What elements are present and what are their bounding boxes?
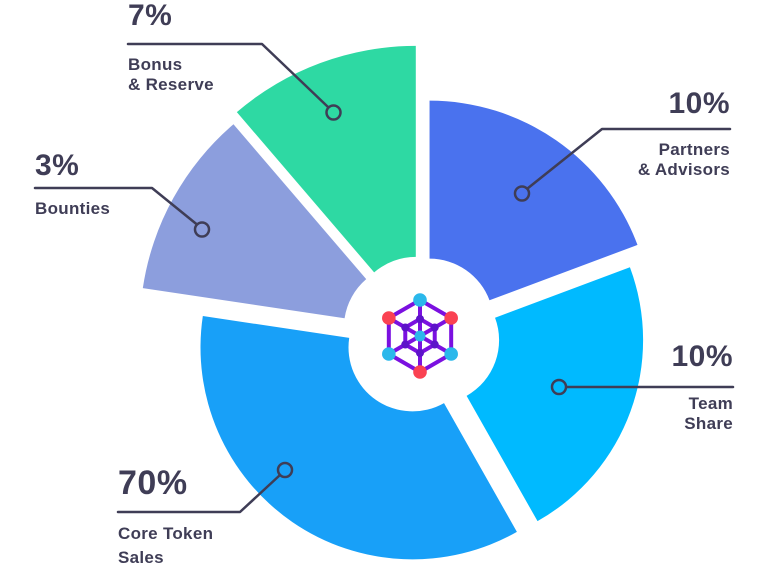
partners-label-line1: Partners <box>658 140 730 159</box>
core-label-line2: Sales <box>118 548 164 567</box>
logo-center-node <box>414 330 426 342</box>
leader-lines <box>33 42 735 514</box>
team-percent: 10% <box>671 340 733 373</box>
callout-partners-advisors: 10% Partners & Advisors <box>638 87 730 180</box>
logo-inner-node <box>416 315 424 323</box>
leader-line-partners <box>526 127 732 190</box>
team-label-line2: Share <box>684 414 733 433</box>
core-label: Core Token Sales <box>118 522 213 570</box>
bonus-percent: 7% <box>128 0 173 32</box>
callout-team-share: 10% Team Share <box>671 340 733 434</box>
team-label: Team Share <box>684 394 733 434</box>
bounties-label: Bounties <box>35 199 110 219</box>
leader-line-bounties <box>33 186 199 226</box>
logo-inner-node <box>416 349 424 357</box>
partners-label-line2: & Advisors <box>637 160 730 179</box>
logo-outer-node <box>413 365 427 379</box>
pie-slice-bonus-reserve <box>236 45 416 273</box>
logo-inner-node <box>401 340 410 349</box>
logo-inner-node <box>430 323 439 332</box>
callout-bounties: 3% Bounties <box>35 149 110 219</box>
logo-inner-node <box>401 323 410 332</box>
partners-label: Partners & Advisors <box>638 140 730 180</box>
logo-outer-node <box>413 293 427 307</box>
pie-slice-partners-advisors <box>429 100 638 301</box>
hexagon-network-logo <box>382 293 458 379</box>
core-percent: 70% <box>118 464 188 502</box>
logo-outer-node <box>382 347 396 361</box>
pie-slice-core-token-sales <box>200 316 517 560</box>
bounties-percent: 3% <box>35 149 80 182</box>
marker-circle-partners <box>513 185 531 202</box>
callout-bonus-reserve: 7% Bonus & Reserve <box>128 0 214 94</box>
bonus-label-line1: Bonus <box>128 55 183 74</box>
pie-slice-bounties <box>142 124 367 319</box>
callout-core-token-sales: 70% Core Token Sales <box>118 464 213 567</box>
core-label-line1: Core Token <box>118 524 214 543</box>
bonus-label: Bonus & Reserve <box>128 55 214 95</box>
bonus-label-line2: & Reserve <box>128 75 214 94</box>
partners-percent: 10% <box>668 87 730 120</box>
team-label-line1: Team <box>688 394 733 413</box>
leader-line-core <box>116 473 282 514</box>
leader-line-bonus <box>126 42 330 109</box>
logo-outer-node <box>382 311 396 325</box>
marker-circle-team <box>550 378 568 396</box>
marker-circle-bonus <box>325 104 342 121</box>
bounties-label-line1: Bounties <box>35 199 111 218</box>
logo-outer-node <box>444 311 458 325</box>
logo-outer-node <box>444 347 458 361</box>
pie-slices <box>142 45 644 560</box>
pie-slice-team-share <box>466 267 644 522</box>
logo-inner-node <box>430 340 439 349</box>
marker-circle-bounties <box>193 221 211 238</box>
marker-circle-core <box>276 461 294 479</box>
